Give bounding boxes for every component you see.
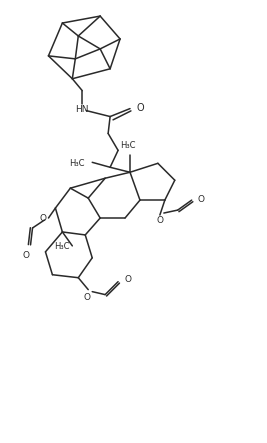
Text: O: O	[156, 216, 163, 225]
Text: O: O	[84, 293, 91, 302]
Text: O: O	[124, 275, 131, 284]
Text: O: O	[198, 194, 205, 204]
Text: O: O	[137, 103, 145, 113]
Text: O: O	[40, 214, 46, 222]
Text: H₃C: H₃C	[120, 141, 136, 150]
Text: H₃C: H₃C	[54, 242, 69, 251]
Text: H₃C: H₃C	[69, 159, 84, 168]
Text: O: O	[22, 251, 29, 260]
Text: HN: HN	[76, 105, 89, 113]
